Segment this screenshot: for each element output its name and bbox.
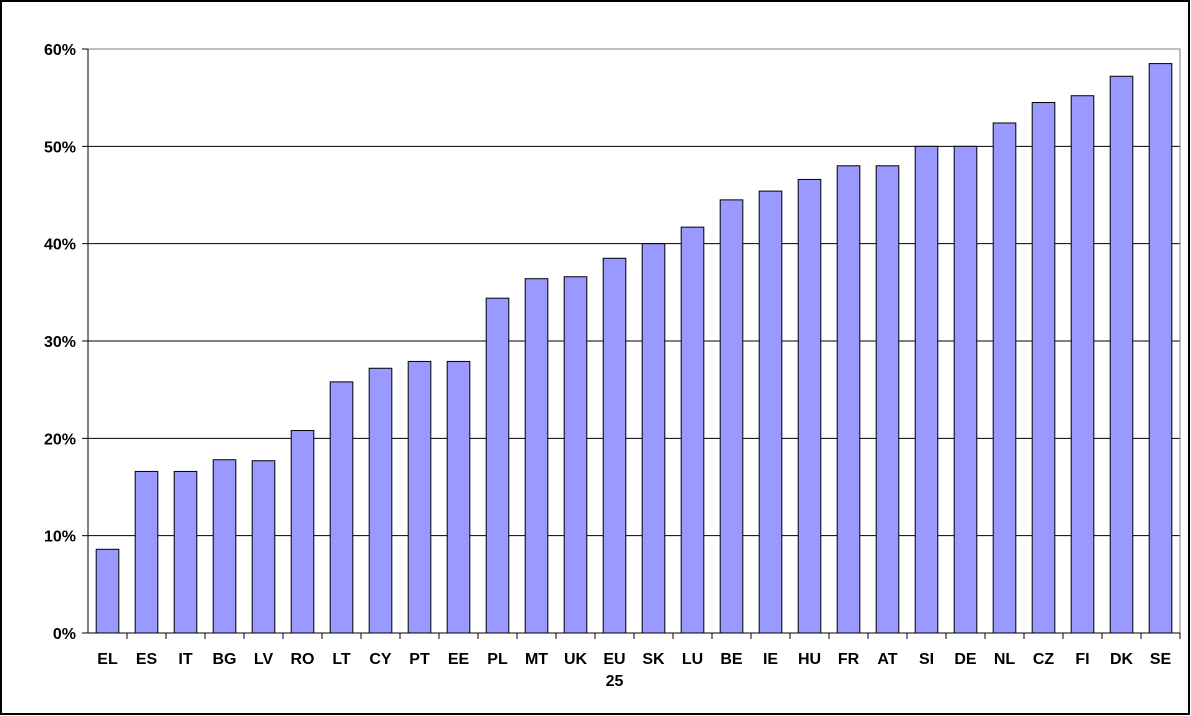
bar xyxy=(485,297,510,634)
bar xyxy=(1070,95,1095,634)
y-tick-label: 0% xyxy=(53,626,76,643)
x-tick-label: SI xyxy=(919,651,934,668)
x-tick-label: UK xyxy=(564,651,588,668)
x-tick-label: BG xyxy=(213,651,237,668)
bar xyxy=(992,122,1017,634)
bar xyxy=(368,367,393,634)
x-tick-label: NL xyxy=(994,651,1016,668)
bar xyxy=(680,226,705,634)
bar xyxy=(1109,75,1134,634)
y-tick-label: 10% xyxy=(44,529,76,546)
bar xyxy=(758,190,783,634)
bar xyxy=(953,145,978,634)
bar xyxy=(407,360,432,634)
bar xyxy=(329,381,354,634)
x-tick-label: SK xyxy=(642,651,665,668)
x-tick-label: EE xyxy=(448,651,470,668)
bar xyxy=(95,548,120,634)
y-tick-label: 30% xyxy=(44,334,76,351)
bar xyxy=(251,460,276,634)
x-tick-label: AT xyxy=(877,651,897,668)
x-tick-label: CZ xyxy=(1033,651,1055,668)
x-tick-label: MT xyxy=(525,651,548,668)
y-tick-label: 20% xyxy=(44,431,76,448)
bar xyxy=(1031,102,1056,634)
bar xyxy=(914,145,939,634)
y-tick-label: 40% xyxy=(44,237,76,254)
x-tick-label: LU xyxy=(682,651,703,668)
x-tick-label: IT xyxy=(178,651,192,668)
x-tick-label: LT xyxy=(332,651,351,668)
x-tick-label: FI xyxy=(1075,651,1089,668)
x-tick-label: SE xyxy=(1150,651,1172,668)
x-tick-label: PT xyxy=(409,651,430,668)
x-tick-label: RO xyxy=(291,651,315,668)
x-tick-label: BE xyxy=(720,651,743,668)
x-tick-label: DK xyxy=(1110,651,1134,668)
x-tick-label: DE xyxy=(954,651,977,668)
bar xyxy=(173,470,198,634)
bar xyxy=(134,470,159,634)
x-tick-label: IE xyxy=(763,651,778,668)
bar xyxy=(641,243,666,634)
x-tick-label: FR xyxy=(838,651,860,668)
bar xyxy=(212,459,237,634)
bar xyxy=(602,257,627,634)
x-tick-label: EL xyxy=(97,651,118,668)
x-tick-label: HU xyxy=(798,651,821,668)
bar xyxy=(1148,63,1173,634)
bar xyxy=(836,165,861,634)
bar xyxy=(524,278,549,634)
y-tick-label: 50% xyxy=(44,139,76,156)
bar xyxy=(875,165,900,634)
x-tick-label: LV xyxy=(254,651,274,668)
x-tick-label: ES xyxy=(136,651,158,668)
bar xyxy=(797,178,822,634)
x-tick-label: CY xyxy=(369,651,392,668)
x-tick-label: EU 25 xyxy=(603,651,625,690)
bar xyxy=(719,199,744,634)
x-tick-label: PL xyxy=(487,651,508,668)
y-tick-label: 60% xyxy=(44,42,76,59)
bar xyxy=(563,276,588,634)
bar xyxy=(446,360,471,634)
bar xyxy=(290,430,315,634)
